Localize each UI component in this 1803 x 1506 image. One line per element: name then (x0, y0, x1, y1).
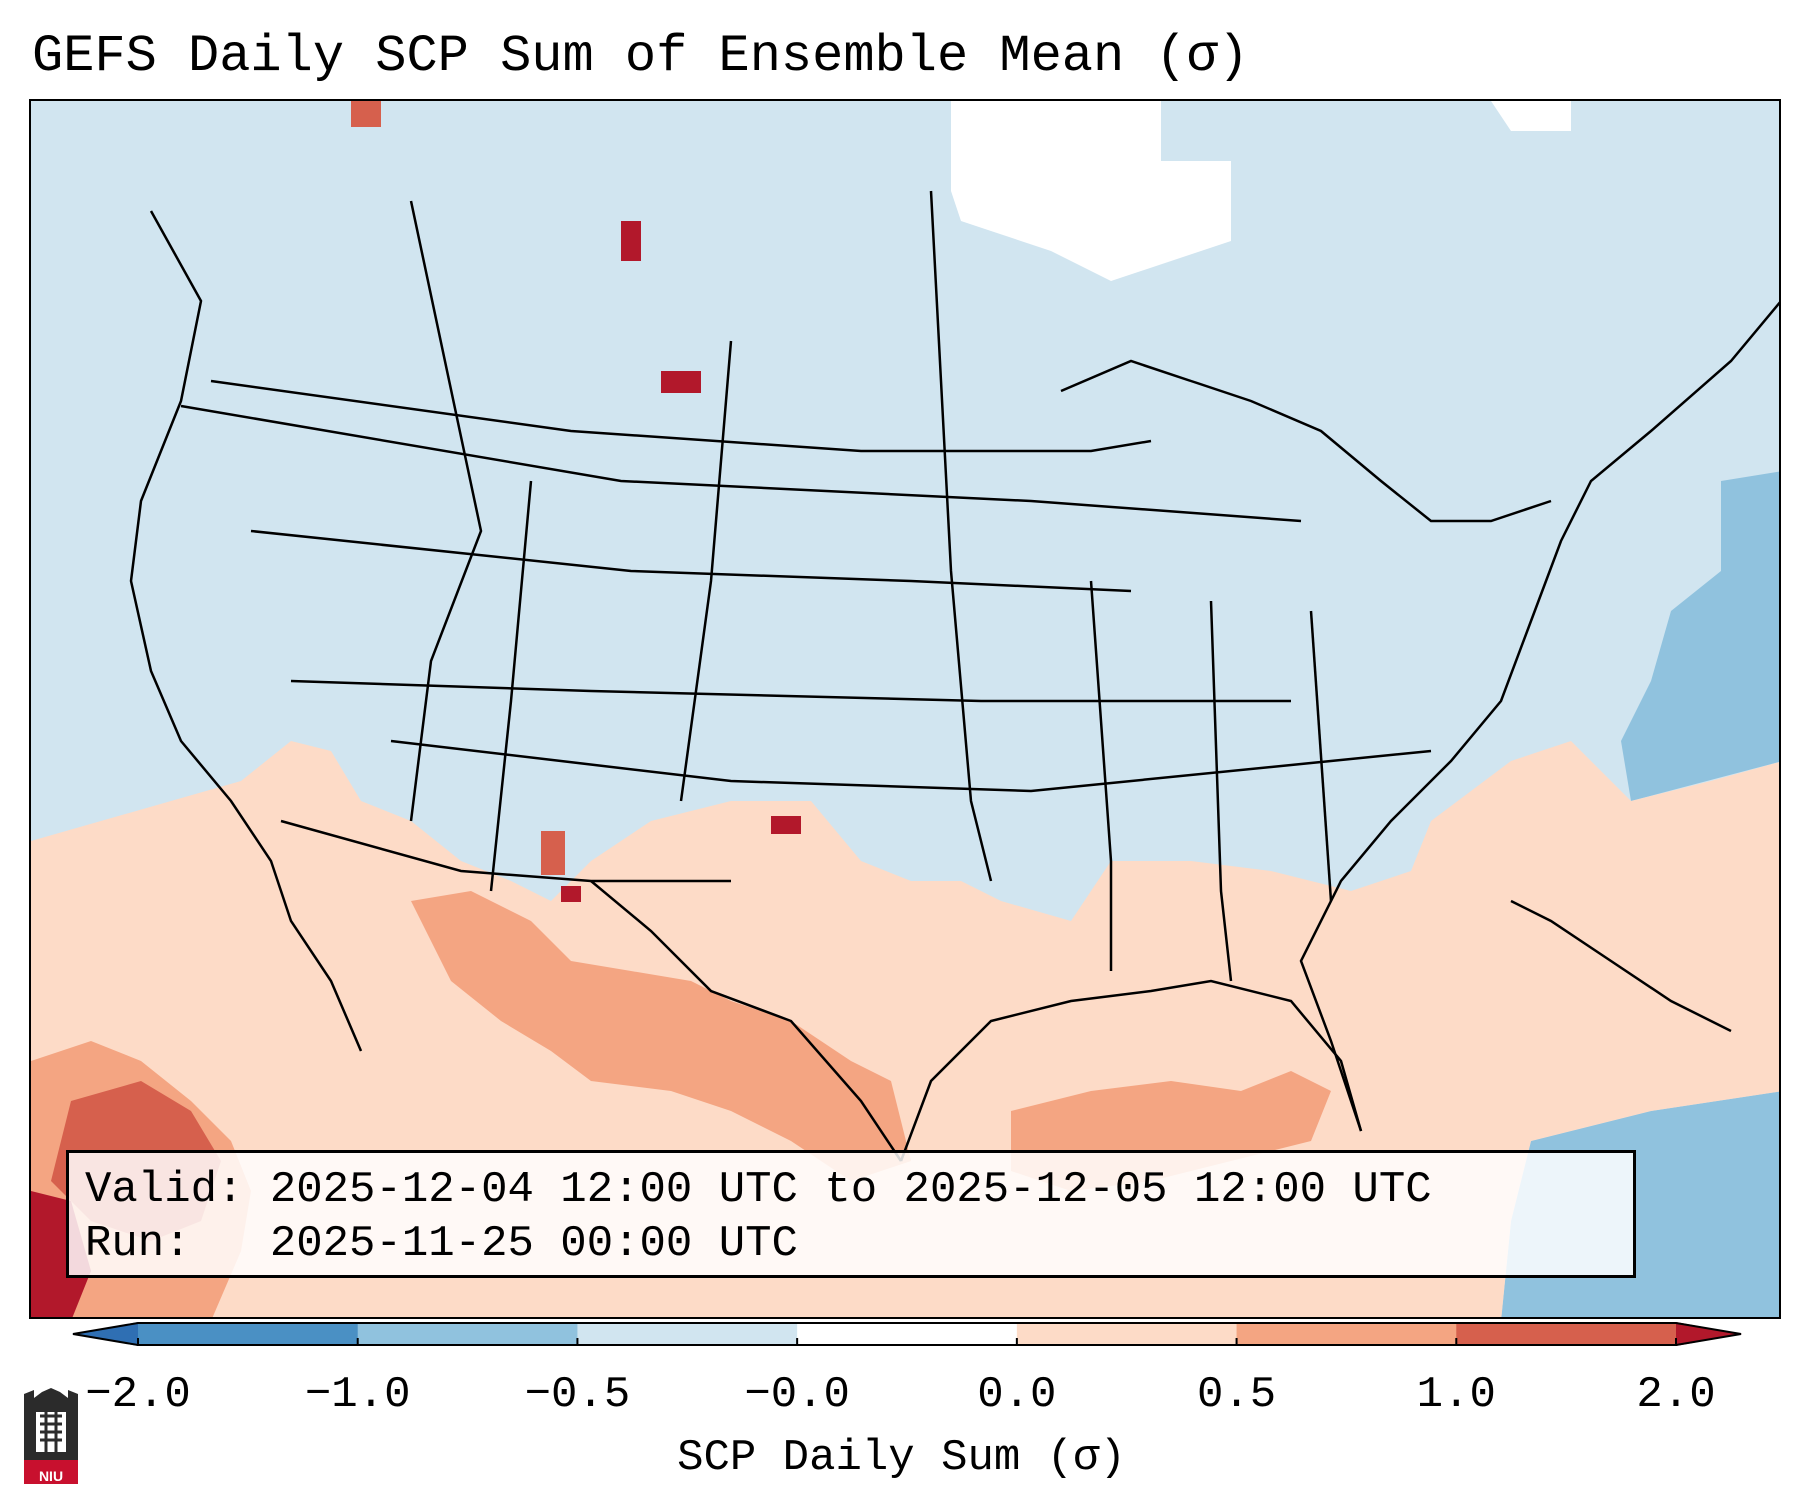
colorbar-segment (577, 1322, 798, 1346)
scp-map (31, 101, 1779, 1317)
valid-run-box: Valid: 2025-12-04 12:00 UTC to 2025-12-0… (66, 1150, 1636, 1278)
run-value: 2025-11-25 00:00 UTC (269, 1219, 798, 1269)
colorbar-tick-label: 1.0 (1416, 1370, 1496, 1420)
state-line-west-1 (409, 200, 483, 822)
valid-value: 2025-12-04 12:00 UTC to 2025-12-05 12:00… (269, 1165, 1432, 1215)
field-atlantic-negative (1621, 471, 1779, 801)
colorbar-tick-label: 0.5 (1196, 1370, 1277, 1420)
colorbar-segment (797, 1322, 1018, 1346)
east-coast (1299, 301, 1779, 1132)
field-positive-sw-us (411, 891, 911, 1181)
valid-label: Valid: (85, 1165, 244, 1215)
state-line-mid-3 (390, 739, 1432, 793)
niu-logo-text: NIU (38, 1468, 64, 1484)
border-us-mexico-west (280, 819, 731, 883)
colorbar-label: SCP Daily Sum (σ) (677, 1433, 1126, 1483)
page-title: GEFS Daily SCP Sum of Ensemble Mean (σ) (32, 27, 1249, 86)
colorbar-tick-label: −0.5 (524, 1370, 631, 1420)
field-near-zero-canada (951, 101, 1231, 281)
caribbean-islands (1510, 899, 1732, 1033)
field-pixel-tx (771, 816, 801, 834)
gulf-coast (899, 979, 1363, 1162)
map-panel (29, 99, 1781, 1319)
border-canada-us-west (210, 379, 1152, 453)
field-pixel-nm (541, 831, 565, 875)
field-near-zero-patch (1491, 101, 1571, 131)
colorbar-tick-label: −2.0 (85, 1370, 191, 1420)
rio-grande (590, 880, 903, 1162)
colorbar-segment (138, 1322, 359, 1346)
field-pixel-bc (351, 101, 381, 127)
west-coast-outline (129, 210, 363, 1052)
great-lakes-outline (1060, 359, 1552, 523)
colorbar-segment (1236, 1322, 1457, 1346)
state-line-east-1 (1209, 600, 1233, 982)
colorbar-extend-high (1676, 1322, 1742, 1346)
niu-logo: NIU (20, 1388, 82, 1488)
colorbar-tick-label: 2.0 (1636, 1370, 1716, 1420)
colorbar-segment (1016, 1322, 1238, 1346)
state-line-mid-2 (290, 679, 1291, 703)
colorbar-tick-label: −1.0 (304, 1370, 411, 1420)
field-pixel-nm-south (561, 886, 581, 902)
valid-line: Valid: 2025-12-04 12:00 UTC to 2025-12-0… (85, 1163, 1633, 1217)
colorbar-segment (357, 1322, 578, 1346)
state-line-miss (1089, 580, 1113, 971)
state-line-plains-1 (679, 340, 733, 802)
state-line-north (180, 404, 1302, 523)
run-line: Run: 2025-11-25 00:00 UTC (85, 1217, 1633, 1271)
state-line-east-2 (1309, 610, 1333, 902)
colorbar-tick-label: 0.0 (977, 1370, 1057, 1420)
map-boundaries (129, 190, 1779, 1162)
colorbar (72, 1322, 1742, 1346)
colorbar-tick-label: −0.0 (744, 1370, 850, 1420)
run-label: Run: (85, 1219, 191, 1269)
state-line-mid-1 (250, 529, 1132, 593)
state-line-west-2 (489, 480, 533, 892)
state-line-plains-2 (929, 190, 993, 882)
niu-tower-icon (24, 1388, 78, 1484)
field-pixel-sask (661, 371, 701, 393)
colorbar-segment (1456, 1322, 1677, 1346)
field-pixel-alberta (621, 221, 641, 261)
colorbar-extend-low (72, 1322, 138, 1346)
